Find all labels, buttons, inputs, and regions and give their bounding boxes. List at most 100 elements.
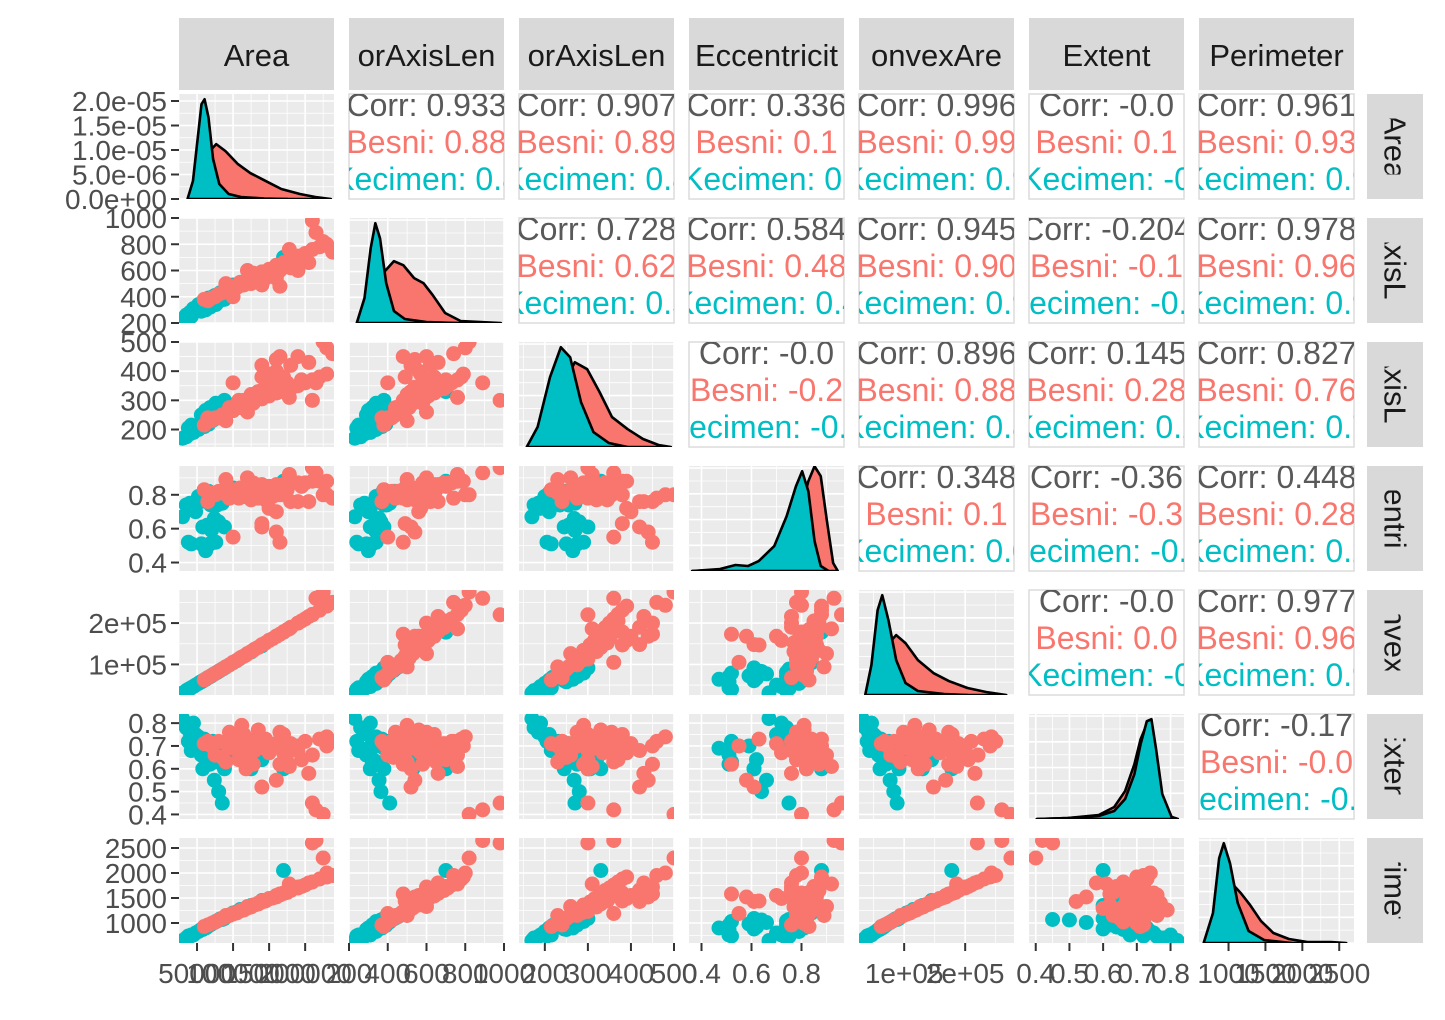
corr-text-line: Corr: 0.978 <box>1196 211 1356 247</box>
scatter-point-besni <box>457 597 473 613</box>
corr-text-line: Besni: 0.90 <box>856 248 1016 284</box>
scatter-point-besni <box>619 869 635 885</box>
strip-label-right: onvexA <box>1378 591 1413 695</box>
scatter-point-besni <box>1003 850 1014 866</box>
right-strip-0: Area <box>1367 94 1423 199</box>
scatter-point-kecimen <box>179 311 191 323</box>
strip-background <box>1367 466 1423 571</box>
corr-text-line: Kecimen: -0 <box>1021 161 1192 197</box>
scatter-point-besni <box>399 472 415 488</box>
strip-label-top: orAxisLen <box>528 38 666 73</box>
corr-text-line: Corr: 0.945 <box>856 211 1016 247</box>
scatter-point-kecimen <box>368 534 384 550</box>
corr-text-line: Corr: -0.204 <box>1021 211 1192 247</box>
scatter-point-besni <box>657 597 673 613</box>
scatter-point-besni <box>606 529 622 545</box>
scatter-point-kecimen <box>576 534 592 550</box>
corr-panel-background <box>1028 341 1185 448</box>
scatter-point-kecimen <box>781 795 797 811</box>
corr-panel-background <box>1198 589 1355 696</box>
scatter-point-besni <box>457 487 473 503</box>
panel-4-0 <box>179 590 334 695</box>
scatter-point-kecimen <box>276 863 292 878</box>
scatter-point-besni <box>426 487 442 503</box>
scatter-point-besni <box>801 919 817 934</box>
scatter-point-besni <box>290 738 306 754</box>
y-tick-label: 200 <box>120 308 167 339</box>
scatter-point-besni <box>250 384 266 400</box>
scatter-point-besni <box>276 257 292 273</box>
scatter-point-besni <box>899 738 915 754</box>
scatter-point-besni <box>666 806 674 819</box>
scatter-point-besni <box>374 733 390 749</box>
x-tick-label: 1000 <box>473 958 535 989</box>
scatter-point-besni <box>294 372 310 388</box>
scatter-point-besni <box>254 357 270 373</box>
corr-text-line: Kecimen: 0.4 <box>673 285 860 321</box>
scatter-point-besni <box>816 908 832 923</box>
corr-text-line: Besni: 0.96 <box>1196 248 1356 284</box>
scatter-point-besni <box>419 470 434 486</box>
corr-panel-background <box>688 93 845 200</box>
corr-text-line: Besni: 0.1 <box>865 496 1007 532</box>
corr-text-line: Besni: 0.88 <box>346 124 506 160</box>
strip-background <box>519 18 674 90</box>
scatter-point-kecimen <box>859 933 870 943</box>
scatter-point-kecimen <box>580 519 596 535</box>
scatter-point-besni <box>877 917 893 933</box>
scatter-point-besni <box>731 738 747 754</box>
x-axis-3: 0.4 0.6 0.8 <box>682 943 821 989</box>
scatter-point-besni <box>606 906 622 921</box>
scatter-point-kecimen <box>1169 933 1184 943</box>
scatter-point-besni <box>301 765 317 781</box>
scatter-point-besni <box>550 754 566 770</box>
corr-text-line: Kecimen: -0.3 <box>668 409 865 445</box>
scatter-point-besni <box>816 754 832 770</box>
scatter-point-besni <box>250 639 266 655</box>
scatter-point-besni <box>250 268 266 284</box>
x-tick-label: 0.8 <box>782 958 821 989</box>
scatter-point-besni <box>794 624 809 640</box>
strip-background <box>859 18 1014 90</box>
scatter-point-besni <box>925 779 941 795</box>
panel-2-1 <box>349 342 504 447</box>
scatter-point-besni <box>319 366 334 382</box>
scatter-point-kecimen <box>1095 863 1111 878</box>
scatter-point-besni <box>301 608 317 624</box>
corr-text-line: Corr: 0.977 <box>1196 583 1356 619</box>
scatter-point-besni <box>957 738 973 754</box>
scatter-point-besni <box>304 392 320 408</box>
scatter-point-besni <box>606 802 622 818</box>
corr-text-line: Kecimen: -0 <box>1021 657 1192 693</box>
scatter-point-besni <box>584 759 600 774</box>
scatter-point-kecimen <box>349 685 363 695</box>
scatter-point-kecimen <box>524 714 540 727</box>
scatter-point-besni <box>921 895 937 911</box>
scatter-point-kecimen <box>530 495 546 511</box>
scatter-point-besni <box>731 654 747 670</box>
scatter-point-besni <box>614 727 630 743</box>
corr-text-line: Kecimen: -0.2 <box>1008 285 1205 321</box>
y-tick-label: 400 <box>120 282 167 313</box>
scatter-point-besni <box>319 597 334 613</box>
scatter-point-besni <box>644 626 660 642</box>
scatter-point-kecimen <box>349 430 363 446</box>
y-tick-label: 1000 <box>105 908 167 939</box>
scatter-point-besni <box>225 375 241 391</box>
x-tick-label: 1500 <box>1234 958 1296 989</box>
scatter-point-besni <box>983 865 999 881</box>
x-tick-label: 2000 <box>1271 958 1333 989</box>
scatter-point-besni <box>606 738 622 754</box>
scatter-point-besni <box>563 646 579 662</box>
corr-text-line: Corr: 0.996 <box>856 87 1016 123</box>
scatter-point-besni <box>554 494 570 510</box>
corr-text-line: Corr: -0.0 <box>1039 583 1174 619</box>
scatter-point-besni <box>301 494 317 510</box>
scatter-point-besni <box>250 485 266 501</box>
scatter-point-besni <box>892 754 908 770</box>
